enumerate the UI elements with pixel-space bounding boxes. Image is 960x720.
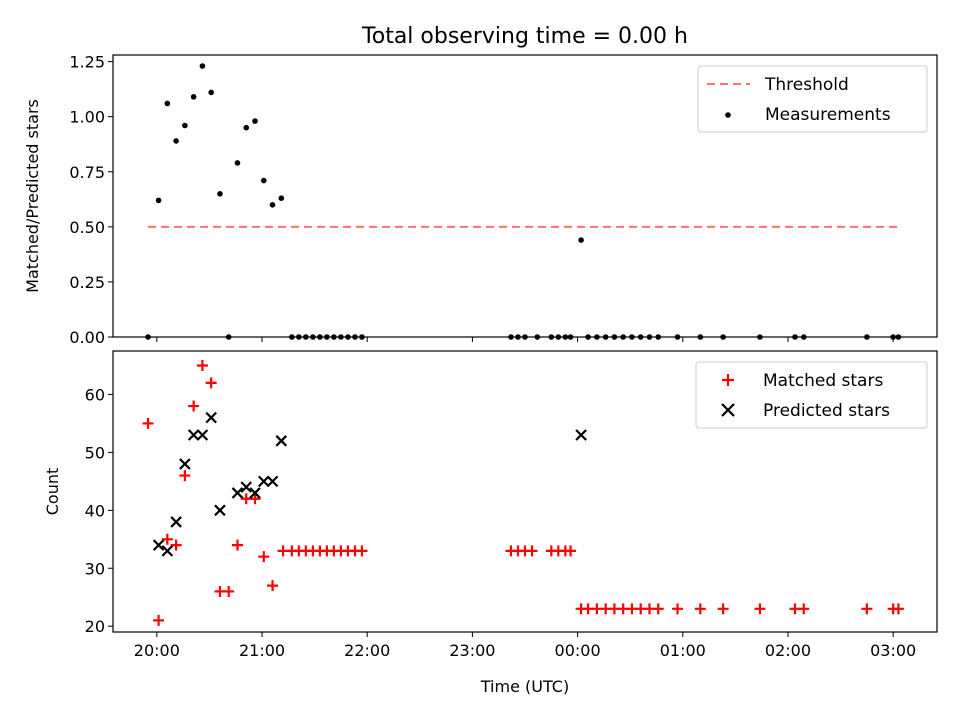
- matched-star-point: [694, 603, 706, 615]
- predicted-star-point: [214, 504, 226, 517]
- y-tick-label: 40: [85, 501, 105, 520]
- measurement-point: [199, 63, 206, 69]
- x-tick-label: 01:00: [660, 641, 706, 660]
- x-tick-label: 20:00: [134, 641, 180, 660]
- legend-matched-swatch: [722, 374, 734, 386]
- matched-star-point: [223, 585, 235, 597]
- measurement-point: [155, 197, 162, 204]
- matched-star-point: [142, 417, 154, 429]
- x-tick-label: 22:00: [344, 641, 390, 660]
- top-ticks: 0.00 0.25 0.50 0.75 1.00 1.25: [69, 53, 894, 347]
- measurement-point: [164, 100, 171, 107]
- count-points: [142, 359, 904, 626]
- y-tick-label: 1.25: [69, 53, 105, 72]
- matched-star-point: [231, 539, 243, 551]
- bottom-axes-frame: [112, 350, 938, 633]
- x-tick-label: 00:00: [555, 641, 601, 660]
- top-panel: 0.00 0.25 0.50 0.75 1.00 1.25 Matched/Predict…: [23, 53, 938, 347]
- matched-star-point: [672, 603, 684, 615]
- x-tick-label: 03:00: [870, 641, 916, 660]
- matched-star-point: [205, 377, 217, 389]
- top-legend-box: [697, 65, 928, 133]
- y-tick-label: 0.50: [69, 218, 105, 237]
- y-tick-label: 0.25: [69, 273, 105, 292]
- predicted-star-point: [257, 475, 270, 488]
- predicted-star-point: [179, 458, 191, 470]
- predicted-star-point: [187, 429, 200, 441]
- matched-star-point: [652, 603, 664, 615]
- matched-star-point: [892, 603, 904, 615]
- legend-predicted-label: Predicted stars: [763, 401, 890, 421]
- matched-star-point: [356, 545, 368, 557]
- predicted-star-point: [205, 411, 217, 424]
- measurement-point: [260, 177, 267, 184]
- matched-star-point: [170, 539, 182, 551]
- measurement-point: [252, 118, 258, 124]
- y-tick-label: 1.00: [69, 108, 105, 127]
- y-tick-label: 0.00: [69, 328, 105, 347]
- matched-star-point: [565, 545, 577, 557]
- matched-star-point: [717, 603, 729, 615]
- top-legend: Threshold Measurements: [697, 65, 928, 133]
- predicted-star-point: [161, 545, 174, 557]
- top-axes-frame: [112, 54, 938, 338]
- x-tick-label: 02:00: [765, 641, 811, 660]
- measurement-point: [243, 124, 250, 131]
- bottom-y-axis-label: Count: [43, 468, 62, 516]
- y-tick-label: 50: [85, 443, 105, 462]
- top-y-axis-label: Matched/Predicted stars: [23, 99, 42, 293]
- measurement-point: [269, 202, 276, 208]
- matched-star-point: [267, 580, 279, 592]
- matched-star-point: [196, 359, 208, 371]
- measurement-point: [173, 138, 179, 144]
- y-tick-label: 60: [85, 385, 105, 404]
- matched-star-point: [249, 493, 261, 505]
- measurement-point: [578, 237, 584, 243]
- bottom-panel: 20 30 40 50 60 20:00 21:00 22:00 23:00 00:00 01:00…: [43, 350, 938, 696]
- matched-star-point: [754, 603, 766, 615]
- y-tick-label: 0.75: [69, 163, 105, 182]
- predicted-star-point: [249, 487, 261, 499]
- measurement-point: [182, 122, 188, 129]
- matched-star-point: [798, 603, 810, 615]
- x-axis-label: Time (UTC): [480, 677, 569, 696]
- predicted-star-point: [575, 429, 587, 441]
- matched-star-point: [188, 400, 200, 412]
- matched-star-point: [161, 533, 173, 545]
- matched-star-point: [526, 545, 538, 557]
- predicted-star-point: [170, 516, 182, 528]
- predicted-star-point: [231, 487, 244, 499]
- predicted-star-point: [275, 435, 288, 447]
- bottom-ticks: 20 30 40 50 60 20:00 21:00 22:00 23:00 00:00 01:00…: [85, 385, 917, 660]
- predicted-star-point: [152, 539, 165, 551]
- predicted-star-point: [196, 429, 209, 441]
- measurement-point: [217, 190, 223, 197]
- chart-title: Total observing time = 0.00 h: [361, 24, 688, 49]
- predicted-star-point: [266, 475, 279, 488]
- measurement-point: [278, 195, 285, 202]
- measurement-points: [145, 63, 902, 340]
- legend-predicted-swatch: [721, 403, 735, 417]
- matched-star-point: [153, 614, 165, 626]
- x-tick-label: 23:00: [449, 641, 495, 660]
- measurement-point: [190, 94, 197, 100]
- legend-threshold-label: Threshold: [764, 75, 849, 95]
- legend-matched-label: Matched stars: [763, 371, 883, 391]
- predicted-star-point: [240, 481, 253, 493]
- bottom-legend: Matched stars Predicted stars: [695, 361, 928, 429]
- measurement-point: [208, 89, 214, 96]
- matched-star-point: [861, 603, 873, 615]
- matched-star-point: [179, 470, 191, 482]
- matched-star-point: [258, 551, 270, 563]
- measurement-point: [234, 160, 241, 166]
- x-tick-label: 21:00: [239, 641, 285, 660]
- y-tick-label: 30: [85, 559, 105, 578]
- legend-measurements-label: Measurements: [765, 105, 891, 125]
- y-tick-label: 20: [85, 617, 105, 636]
- legend-measurements-swatch: [725, 112, 731, 118]
- bottom-legend-box: [695, 361, 928, 429]
